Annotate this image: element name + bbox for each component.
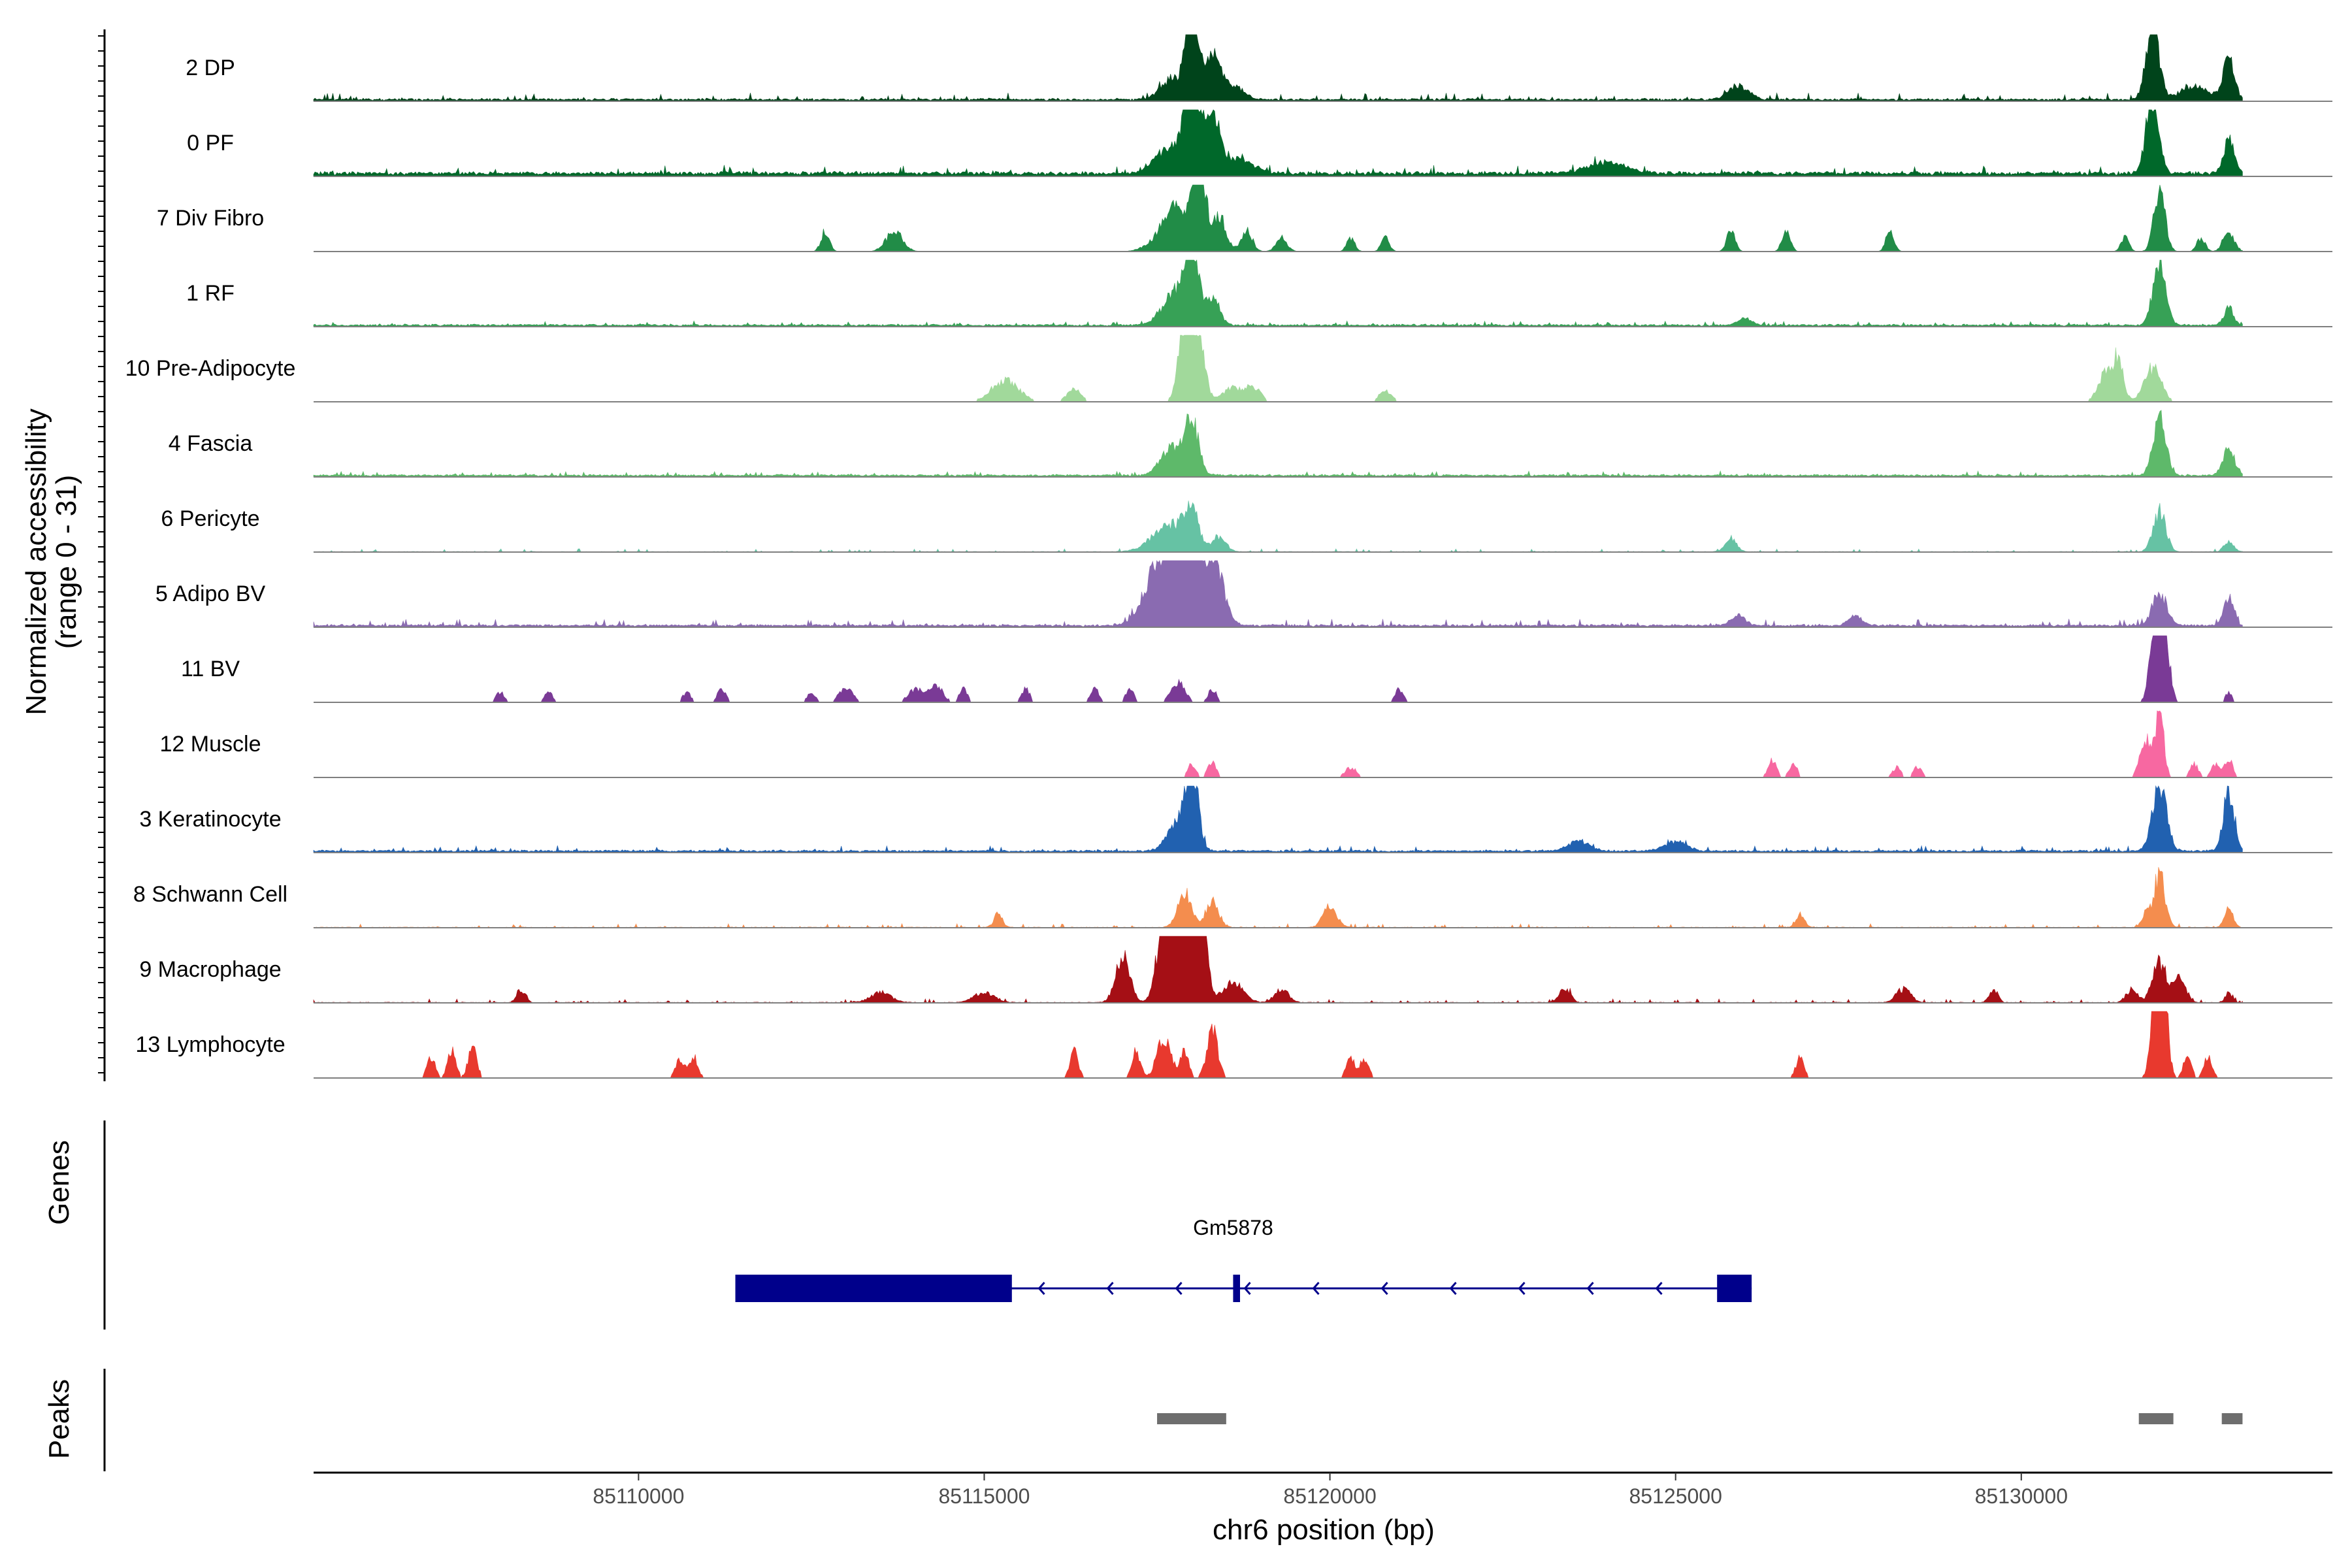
track-label: 0 PF [187, 131, 234, 155]
coverage-track: 10 Pre-Adipocyte [125, 335, 2332, 402]
genes-panel-title: Genes [43, 1140, 75, 1225]
coverage-track: 12 Muscle [160, 710, 2332, 778]
coverage-area [314, 184, 2243, 252]
coverage-track: 8 Schwann Cell [133, 867, 2332, 928]
y-axis-title-line1: Normalized accessibility [20, 408, 52, 715]
coverage-area [313, 560, 2243, 628]
peaks-panel-title: Peaks [43, 1379, 75, 1459]
coverage-track: 7 Div Fibro [157, 184, 2332, 252]
track-label: 3 Keratinocyte [139, 807, 281, 832]
track-label: 4 Fascia [169, 431, 253, 456]
track-label: 6 Pericyte [161, 506, 259, 531]
x-axis-title: chr6 position (bp) [1213, 1514, 1435, 1546]
gene-exon [1233, 1275, 1241, 1302]
strand-arrow [1037, 1282, 1045, 1295]
strand-arrow [1312, 1282, 1320, 1295]
gene-name-label: Gm5878 [1193, 1216, 1273, 1239]
coverage-area [313, 936, 2243, 1004]
track-label: 2 DP [186, 56, 235, 80]
coverage-track: 1 RF [186, 259, 2332, 327]
track-label: 5 Adipo BV [155, 581, 266, 606]
coverage-area [314, 1011, 2243, 1079]
coverage-track: 4 Fascia [169, 410, 2332, 478]
coverage-area [313, 500, 2243, 553]
y-axis-title: Normalized accessibility (range 0 - 31) [20, 408, 82, 715]
coverage-track: 5 Adipo BV [155, 560, 2332, 628]
x-tick-label: 85120000 [1283, 1484, 1376, 1508]
strand-arrow [1380, 1282, 1388, 1295]
strand-arrow [1655, 1282, 1663, 1295]
strand-arrow [1243, 1282, 1251, 1295]
track-label: 8 Schwann Cell [133, 882, 287, 907]
coverage-area [313, 109, 2243, 177]
track-label: 7 Div Fibro [157, 206, 264, 231]
x-tick-label: 85125000 [1629, 1484, 1722, 1508]
strand-arrow [1518, 1282, 1526, 1295]
gene: Gm5878 [735, 1216, 1752, 1302]
track-label: 12 Muscle [160, 732, 261, 757]
strand-arrow [1175, 1282, 1183, 1295]
coverage-track: 11 BV [181, 635, 2332, 703]
strand-arrow [1449, 1282, 1457, 1295]
coverage-area [313, 867, 2243, 928]
x-tick-label: 85110000 [593, 1484, 684, 1508]
y-axis-ticks [98, 35, 105, 1073]
coverage-track: 2 DP [186, 34, 2332, 102]
coverage-track: 0 PF [187, 109, 2332, 177]
y-axis-title-line2: (range 0 - 31) [50, 475, 82, 649]
coverage-area [314, 335, 2243, 402]
gene-annotation-track: Gm5878 [735, 1216, 1752, 1302]
coverage-track: 13 Lymphocyte [135, 1011, 2332, 1079]
strand-arrow [1586, 1282, 1594, 1295]
coverage-area [313, 785, 2243, 853]
coverage-area [314, 635, 2243, 703]
coverage-area [313, 34, 2243, 102]
track-label: 1 RF [186, 281, 235, 306]
strand-arrow [1106, 1282, 1114, 1295]
x-axis-ticks: 85110000 85115000 85120000 85125000 85130000 [593, 1473, 2068, 1508]
peak-region [1157, 1413, 1226, 1424]
coverage-track: 6 Pericyte [161, 500, 2332, 553]
coverage-area [313, 410, 2243, 478]
coverage-area [314, 710, 2243, 778]
track-label: 13 Lymphocyte [135, 1032, 285, 1057]
x-tick-label: 85130000 [1975, 1484, 2068, 1508]
peak-region [2138, 1413, 2174, 1424]
peak-regions-track [1157, 1413, 2243, 1424]
coverage-track: 3 Keratinocyte [139, 785, 2332, 853]
coverage-track: 9 Macrophage [139, 936, 2332, 1004]
x-tick-label: 85115000 [938, 1484, 1030, 1508]
coverage-area [313, 259, 2243, 327]
gene-exon [735, 1275, 1012, 1302]
peak-region [2221, 1413, 2243, 1424]
track-label: 9 Macrophage [139, 957, 281, 982]
gene-exon [1717, 1275, 1752, 1302]
coverage-tracks: 2 DP 0 PF 7 Div Fibro 1 RF 10 Pre-Adipocyte 4… [125, 34, 2332, 1079]
track-label: 10 Pre-Adipocyte [125, 356, 296, 381]
track-label: 11 BV [181, 657, 240, 681]
